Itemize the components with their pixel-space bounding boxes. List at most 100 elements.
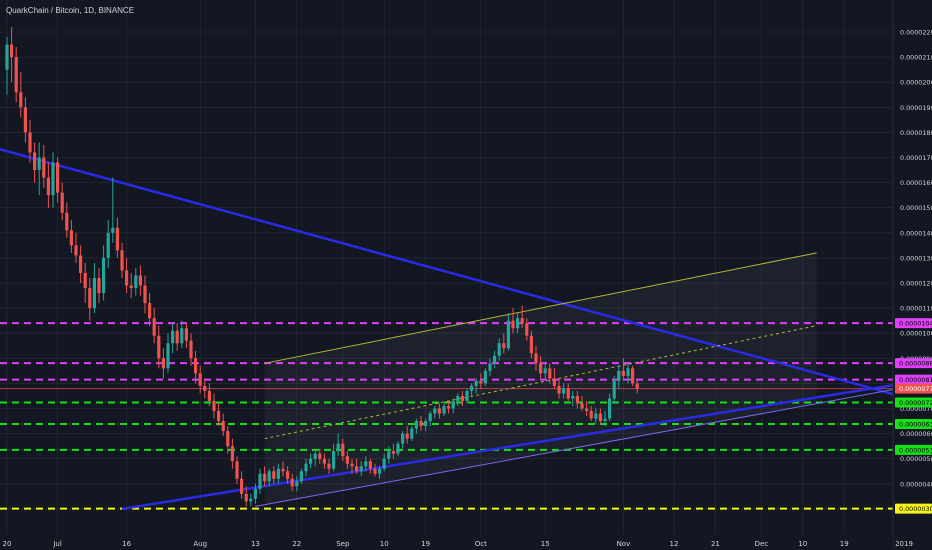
candle-body <box>506 320 510 349</box>
candle-body <box>97 277 101 294</box>
price-axis-tick-label: 0.00001900 <box>900 104 932 112</box>
candle-body <box>79 255 83 273</box>
candles-layer <box>5 26 639 507</box>
candle-body <box>51 162 55 196</box>
price-axis-tick-label: 0.00001500 <box>900 204 932 212</box>
candle-body <box>217 411 221 422</box>
candle-body <box>19 92 23 108</box>
candle-body <box>382 458 386 469</box>
trend-line <box>264 325 817 440</box>
candle-body <box>566 388 570 399</box>
candle-body <box>598 413 602 422</box>
price-axis-panel[interactable] <box>893 0 932 550</box>
trend-line <box>121 382 905 511</box>
candle-body <box>410 428 414 439</box>
candle-body <box>460 395 464 401</box>
candle-body <box>295 481 299 487</box>
candle-body <box>493 355 497 364</box>
candle-body <box>534 353 538 364</box>
candle-body <box>212 400 216 412</box>
candle-body <box>608 398 612 419</box>
price-axis-tick-label: 0.00001300 <box>900 254 932 262</box>
time-axis-tick-label: 10 <box>798 540 807 548</box>
price-tag-background <box>895 419 932 430</box>
candle-body <box>539 363 543 374</box>
time-axis-tick-label: Jul <box>52 540 62 548</box>
price-tag-label: 0.00000779 <box>899 385 932 393</box>
candle-body <box>60 192 64 213</box>
candle-body <box>465 390 469 401</box>
candle-body <box>474 380 478 386</box>
time-axis-labels: 20 Jul 16 Aug 13 22 Sep 10 19 Oct 15 Nov 12 21 Dec 10 19… <box>3 540 913 548</box>
price-axis-tick-label: 0.00000400 <box>900 480 932 488</box>
candle-body <box>479 380 483 384</box>
time-axis-tick-label: 19 <box>840 540 849 548</box>
candle-body <box>125 270 129 286</box>
candle-body <box>396 443 400 454</box>
price-tag-background <box>895 358 932 369</box>
candle-body <box>580 403 584 409</box>
candle-body <box>5 44 9 70</box>
candle-body <box>309 458 313 464</box>
candle-body <box>401 433 405 444</box>
candle-body <box>304 463 308 472</box>
price-axis-tick-label: 0.00001100 <box>900 305 932 313</box>
candle-body <box>143 285 147 304</box>
time-axis-tick-label: Nov <box>617 540 631 548</box>
candle-body <box>42 157 46 178</box>
candle-body <box>603 418 607 422</box>
candle-body <box>290 478 294 487</box>
trend-line <box>0 148 928 405</box>
price-tag-label: 0.00000815 <box>899 376 932 384</box>
price-axis-tick-label: 0.00000700 <box>900 405 932 413</box>
price-axis-tick-label: 0.00001200 <box>900 280 932 288</box>
candle-body <box>612 380 616 399</box>
candle-body <box>69 230 73 246</box>
candle-body <box>226 431 230 447</box>
time-axis-tick-label: Oct <box>475 540 487 548</box>
symbol-legend: QuarkChain / Bitcoin, 1D, BINANCE <box>6 6 135 15</box>
candle-body <box>470 385 474 391</box>
candle-body <box>198 373 202 386</box>
candle-body <box>391 451 395 454</box>
candle-body <box>171 330 175 344</box>
candle-body <box>341 443 345 457</box>
candle-body <box>497 343 501 356</box>
candle-body <box>511 320 515 329</box>
candle-body <box>46 177 50 196</box>
candle-body <box>322 458 326 464</box>
candle-body <box>548 368 552 379</box>
candle-body <box>148 303 152 319</box>
price-axis-tick-label: 0.00001700 <box>900 154 932 162</box>
price-axis-tick-label: 0.00001400 <box>900 229 932 237</box>
candle-body <box>571 395 575 399</box>
time-axis-tick-label: 22 <box>292 540 301 548</box>
candle-body <box>433 408 437 414</box>
candle-body <box>437 408 441 414</box>
candle-body <box>221 421 225 432</box>
candle-body <box>263 473 267 482</box>
price-tag-label: 0.00000724 <box>899 399 932 407</box>
candle-body <box>138 275 142 286</box>
candle-body <box>313 453 317 459</box>
candle-body <box>14 57 18 93</box>
candle-body <box>594 413 598 419</box>
time-axis-tick-label: Aug <box>193 540 207 548</box>
price-tag-background <box>895 397 932 408</box>
time-axis-panel[interactable] <box>0 535 893 550</box>
candle-body <box>483 370 487 384</box>
candle-body <box>543 368 547 374</box>
candle-body <box>161 358 165 369</box>
time-axis-tick-label: Dec <box>755 540 769 548</box>
candle-body <box>249 498 253 502</box>
price-tag-label: 0.00000535 <box>899 446 932 454</box>
time-axis-tick-label: 15 <box>541 540 550 548</box>
candle-body <box>332 451 336 469</box>
candle-body <box>617 370 621 381</box>
price-axis-tick-label: 0.00000600 <box>900 430 932 438</box>
candle-body <box>166 343 170 369</box>
candle-body <box>562 388 566 394</box>
